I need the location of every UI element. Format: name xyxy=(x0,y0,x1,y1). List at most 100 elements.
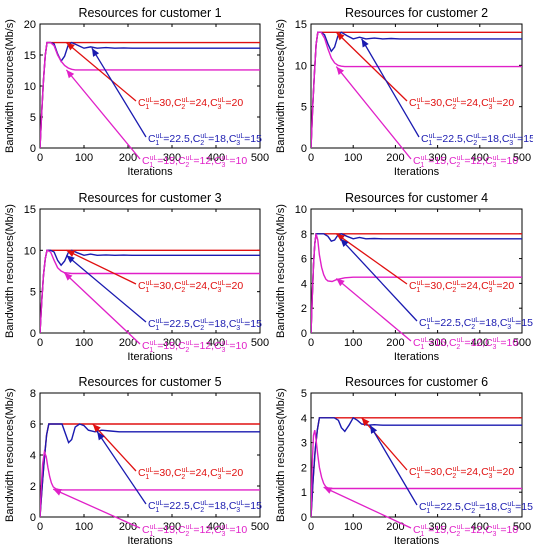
x-axis-label: Iterations xyxy=(127,166,173,178)
x-tick-label: 100 xyxy=(75,152,93,164)
x-tick-label: 500 xyxy=(513,337,531,349)
annotation-label: CuL 1 =15,CuL 2 =12,CuL 3 =10 xyxy=(413,524,518,538)
y-tick-label: 1 xyxy=(301,487,307,499)
x-tick-label: 200 xyxy=(386,337,404,349)
series-line-2 xyxy=(311,416,522,517)
annotation-label: CuL 1 =22.5,CuL 2 =18,CuL 3 =15 xyxy=(419,317,533,331)
annotation-label: CuL 1 =30,CuL 2 =24,CuL 3 =20 xyxy=(138,467,243,481)
annotation-arrowhead xyxy=(340,238,349,248)
annotation-arrow xyxy=(52,488,141,529)
series-line-3 xyxy=(311,31,522,148)
annotation-arrowhead xyxy=(66,250,76,257)
annotation-arrowhead xyxy=(53,489,62,496)
x-axis-label: Iterations xyxy=(394,351,440,363)
chart-title: Resources for customer 3 xyxy=(78,191,221,205)
annotation-arrow xyxy=(65,254,147,323)
annotation-arrowhead xyxy=(336,278,345,287)
y-tick-label: 2 xyxy=(301,462,307,474)
annotation-label: CuL 1 =15,CuL 2 =12,CuL 3 =10 xyxy=(142,524,247,538)
y-tick-label: 10 xyxy=(24,81,36,93)
x-tick-label: 400 xyxy=(207,152,225,164)
annotation-arrowhead xyxy=(361,417,370,427)
y-tick-label: 10 xyxy=(24,245,36,257)
annotation-arrowhead xyxy=(323,487,333,494)
x-tick-label: 300 xyxy=(428,521,446,533)
chart-panel-1: Resources for customer 10 100 200 300 400 500… xyxy=(4,6,269,178)
x-tick-label: 400 xyxy=(471,152,489,164)
y-tick-label: 15 xyxy=(24,50,36,62)
annotation-arrow xyxy=(335,66,412,160)
annotation-label: CuL 1 =15,CuL 2 =12,CuL 3 =10 xyxy=(413,155,518,169)
x-axis-label: Iterations xyxy=(127,351,173,363)
x-tick-label: 100 xyxy=(344,337,362,349)
x-tick-label: 500 xyxy=(513,152,531,164)
annotation-arrowhead xyxy=(370,425,378,434)
x-tick-label: 0 xyxy=(37,337,43,349)
series-line-2 xyxy=(40,423,260,517)
x-tick-label: 400 xyxy=(207,337,225,349)
series-line-3 xyxy=(40,41,260,148)
x-tick-label: 0 xyxy=(308,337,314,349)
y-tick-label: 4 xyxy=(301,278,307,290)
x-tick-label: 500 xyxy=(251,521,269,533)
annotation-arrow xyxy=(92,423,137,472)
y-tick-label: 0 xyxy=(301,512,307,524)
y-tick-label: 5 xyxy=(30,287,36,299)
x-tick-label: 500 xyxy=(251,152,269,164)
y-tick-label: 10 xyxy=(295,60,307,72)
y-axis-label: Bandwidth resources(Mb/s) xyxy=(4,388,16,522)
x-tick-label: 0 xyxy=(37,521,43,533)
x-tick-label: 400 xyxy=(471,337,489,349)
annotation-label: CuL 1 =30,CuL 2 =24,CuL 3 =20 xyxy=(409,97,514,111)
annotation-arrowhead xyxy=(64,272,73,281)
annotation-label: CuL 1 =22.5,CuL 2 =18,CuL 3 =15 xyxy=(148,500,262,514)
y-axis-label: Bandwidth resources(Mb/s) xyxy=(4,19,16,153)
y-tick-label: 0 xyxy=(30,328,36,340)
annotation-arrowhead xyxy=(66,255,75,264)
annotation-arrowhead xyxy=(66,42,75,51)
y-axis-label: Bandwidth resources(Mb/s) xyxy=(275,388,287,522)
chart-panel-6: Resources for customer 6 0 100 200 300 400 500… xyxy=(275,375,533,547)
x-axis-label: Iterations xyxy=(127,535,173,547)
y-tick-label: 0 xyxy=(30,512,36,524)
plot-area xyxy=(310,208,523,334)
annotation-arrow xyxy=(65,69,141,160)
x-tick-label: 500 xyxy=(251,337,269,349)
x-tick-label: 100 xyxy=(75,337,93,349)
annotation-arrowhead xyxy=(97,431,105,441)
x-tick-label: 300 xyxy=(428,337,446,349)
chart-title: Resources for customer 4 xyxy=(345,191,488,205)
x-tick-label: 100 xyxy=(75,521,93,533)
x-tick-label: 200 xyxy=(119,337,137,349)
y-tick-label: 15 xyxy=(295,19,307,31)
annotation-arrow xyxy=(361,417,408,471)
x-tick-label: 300 xyxy=(428,152,446,164)
annotation-arrow xyxy=(63,272,141,345)
annotation-label: CuL 1 =30,CuL 2 =24,CuL 3 =20 xyxy=(409,466,514,480)
x-tick-label: 100 xyxy=(344,152,362,164)
annotation-arrow xyxy=(91,47,147,138)
annotation-arrow xyxy=(369,424,418,506)
x-tick-label: 200 xyxy=(119,152,137,164)
y-tick-label: 4 xyxy=(30,450,36,462)
y-tick-label: 4 xyxy=(301,413,307,425)
x-tick-label: 0 xyxy=(308,521,314,533)
chart-title: Resources for customer 2 xyxy=(345,6,488,20)
y-tick-label: 5 xyxy=(30,112,36,124)
annotation-label: CuL 1 =22.5,CuL 2 =18,CuL 3 =15 xyxy=(148,318,262,332)
x-tick-label: 500 xyxy=(513,521,531,533)
plot-area xyxy=(310,23,523,149)
annotation-arrow xyxy=(323,486,412,529)
annotation-arrowhead xyxy=(91,48,100,57)
series-line-3 xyxy=(40,249,260,333)
y-tick-label: 10 xyxy=(295,204,307,216)
x-tick-label: 300 xyxy=(163,337,181,349)
y-axis-label: Bandwidth resources(Mb/s) xyxy=(275,204,287,338)
x-axis-label: Iterations xyxy=(394,166,440,178)
annotation-arrow xyxy=(66,249,137,285)
annotation-label: CuL 1 =30,CuL 2 =24,CuL 3 =20 xyxy=(409,280,514,294)
x-tick-label: 300 xyxy=(163,521,181,533)
y-tick-label: 8 xyxy=(30,388,36,400)
annotation-label: CuL 1 =22.5,CuL 2 =18,CuL 3 =15 xyxy=(148,133,262,147)
